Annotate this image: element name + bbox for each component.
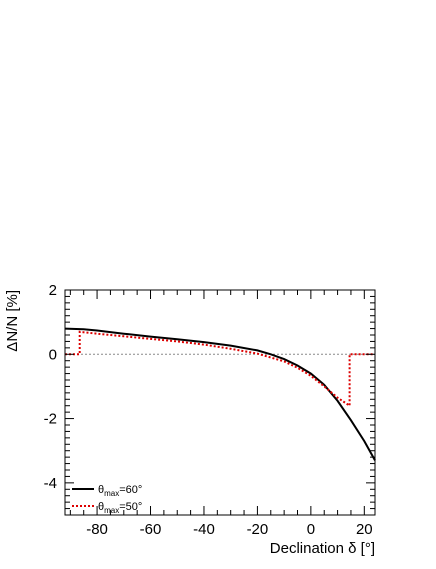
tick-labels-layer: -80 -60 -40 -20 0 20-4-202 [44, 282, 373, 538]
series-layer [64, 327, 376, 461]
x-tick-label: -40 [193, 521, 215, 538]
y-tick-label: -4 [44, 475, 57, 492]
x-tick-label: 20 [356, 521, 373, 538]
y-tick-label: -2 [44, 411, 57, 428]
x-tick-label: -80 [86, 521, 108, 538]
x-tick-label: -20 [247, 521, 269, 538]
x-tick-label: 0 [307, 521, 315, 538]
plot-frame [64, 289, 376, 516]
legend-label-1: θmax=60° [98, 484, 142, 498]
y-tick-label: 0 [49, 346, 57, 363]
ticks-layer [65, 289, 375, 516]
y-axis-title: ΔN/N [%] [4, 290, 21, 352]
legend-label-2: θmax=50° [98, 501, 142, 515]
series-line-2 [65, 330, 375, 408]
y-tick-label: 2 [49, 282, 57, 299]
legend: θmax=60° θmax=50° [72, 484, 142, 515]
x-axis-title: Declination δ [°] [270, 540, 375, 557]
series-line-1 [64, 327, 376, 461]
x-tick-label: -60 [140, 521, 162, 538]
